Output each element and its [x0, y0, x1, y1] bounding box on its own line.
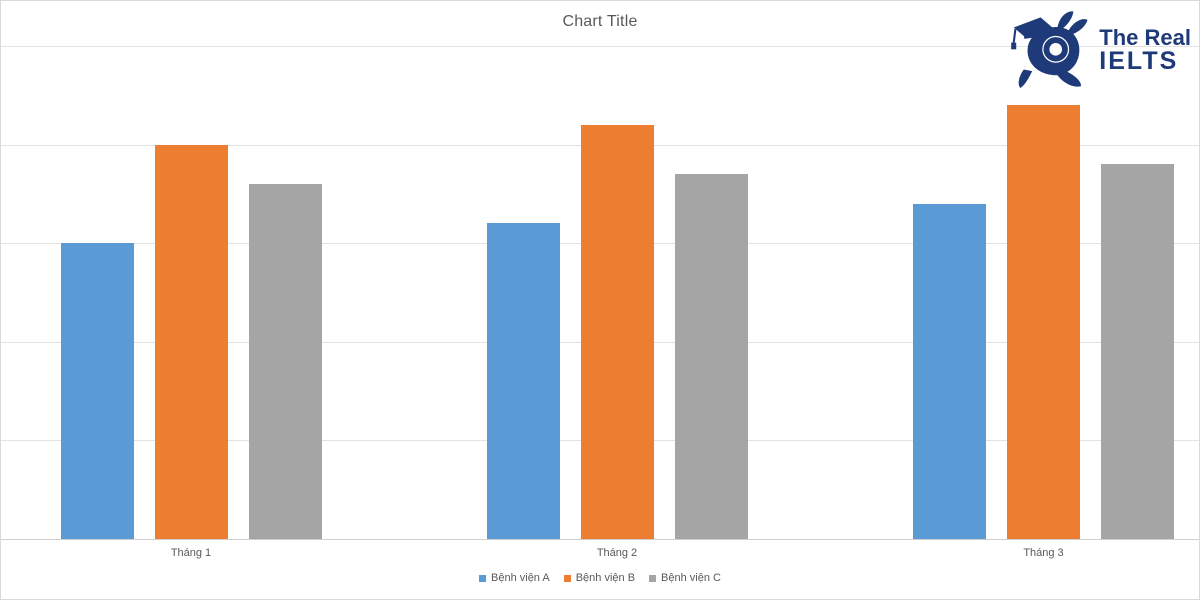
ielts-mascot-icon	[1011, 11, 1088, 88]
bar-Bệnh viện B-Tháng 1	[154, 144, 228, 539]
logo-text-line1: The Real	[1099, 25, 1191, 51]
bar-Bệnh viện A-Tháng 2	[486, 223, 560, 539]
legend-swatch-icon	[563, 574, 571, 582]
legend-item-Bệnh viện A: Bệnh viện A	[479, 572, 550, 584]
legend-label: Bệnh viện B	[575, 572, 636, 584]
logo-text: The Real IELTS	[1099, 25, 1191, 76]
x-axis-label-Tháng 1: Tháng 1	[170, 547, 212, 559]
legend-swatch-icon	[649, 574, 657, 582]
bar-Bệnh viện B-Tháng 2	[580, 124, 654, 539]
logo-text-line2: IELTS	[1099, 47, 1179, 76]
bar-Bệnh viện B-Tháng 3	[1007, 105, 1080, 539]
x-axis-line	[1, 539, 1199, 540]
chart-title: Chart Title	[562, 13, 638, 30]
legend-item-Bệnh viện C: Bệnh viện C	[649, 572, 721, 584]
chart-legend: Bệnh viện A Bệnh viện B Bệnh viện C	[1, 572, 1199, 584]
legend-swatch-icon	[479, 574, 486, 582]
legend-label: Bệnh viện C	[661, 572, 721, 584]
gridline-500	[1, 46, 1199, 47]
bar-Bệnh viện C-Tháng 3	[1101, 164, 1174, 539]
bar-Bệnh viện C-Tháng 2	[674, 174, 748, 539]
the-real-ielts-logo: The Real IELTS	[1007, 7, 1191, 95]
bar-Bệnh viện A-Tháng 3	[913, 203, 986, 539]
bar-Bệnh viện A-Tháng 1	[60, 243, 134, 539]
x-axis-label-Tháng 3: Tháng 3	[1023, 547, 1064, 559]
legend-item-Bệnh viện B: Bệnh viện B	[563, 572, 636, 584]
x-axis-label-Tháng 2: Tháng 2	[596, 547, 638, 559]
legend-label: Bệnh viện A	[491, 572, 550, 584]
bar-Bệnh viện C-Tháng 1	[248, 184, 322, 539]
